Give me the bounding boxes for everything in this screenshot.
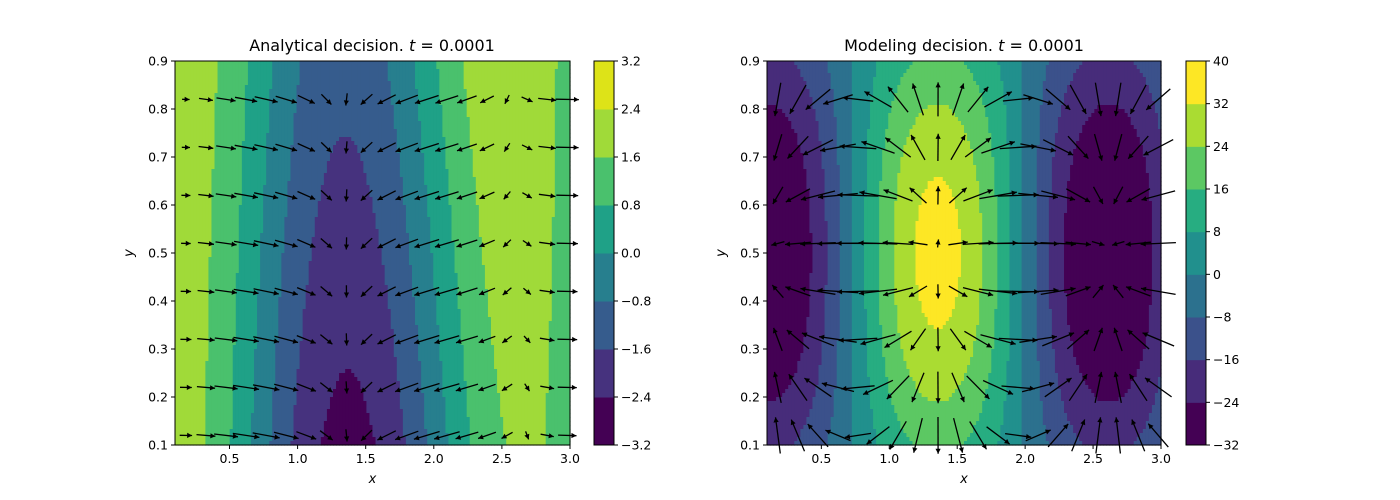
colorbar-segment (594, 157, 614, 206)
y-tick-label: 0.8 (740, 102, 760, 117)
colorbar-segment (594, 349, 614, 398)
colorbar-tick-label: 16 (1213, 182, 1229, 197)
x-tick-label: 2.5 (1083, 451, 1103, 466)
colorbar-tick-label: 2.4 (621, 102, 641, 117)
y-axis-label: y (122, 249, 137, 258)
y-tick-label: 0.7 (740, 150, 760, 165)
colorbar-tick-label: −24 (1213, 395, 1239, 410)
title-prefix: Modeling decision. (844, 36, 998, 55)
colorbar-tick-label: 0.8 (621, 198, 641, 213)
x-tick-label: 3.0 (560, 451, 580, 466)
colorbar-tick-label: 1.6 (621, 150, 641, 165)
colorbar-tick-label: −0.8 (621, 294, 651, 309)
colorbar-tick-label: 24 (1213, 139, 1229, 154)
colorbar-segment (1186, 317, 1206, 360)
y-tick-label: 0.6 (148, 198, 168, 213)
colorbar-tick-label: 0.0 (621, 246, 641, 261)
x-tick-label: 1.5 (947, 451, 967, 466)
y-tick-label: 0.9 (740, 54, 760, 69)
colorbar-tick-label: −1.6 (621, 342, 651, 357)
y-tick-label: 0.3 (740, 342, 760, 357)
colorbar-tick-label: 8 (1213, 224, 1221, 239)
y-tick-label: 0.8 (148, 102, 168, 117)
y-tick-label: 0.1 (740, 438, 760, 453)
x-tick-label: 2.5 (492, 451, 512, 466)
colorbar-tick-label: −16 (1213, 352, 1239, 367)
colorbar-segment (1186, 104, 1206, 147)
colorbar-segment (594, 61, 614, 110)
colorbar-segment (1186, 402, 1206, 445)
colorbar-segment (1186, 189, 1206, 232)
y-tick-label: 0.7 (148, 150, 168, 165)
contour-field (767, 61, 1162, 446)
colorbar-segment (1186, 232, 1206, 275)
y-tick-label: 0.5 (148, 246, 168, 261)
colorbar-segment (1186, 360, 1206, 403)
x-tick-label: 1.0 (288, 451, 308, 466)
x-tick-label: 2.0 (1015, 451, 1035, 466)
chart-title: Modeling decision. t = 0.0001 (844, 36, 1084, 55)
y-tick-label: 0.4 (148, 294, 168, 309)
colorbar-segment (594, 397, 614, 446)
colorbar: −32 −24 −16 −8 0 8 16 24 32 40 (1186, 54, 1239, 453)
y-tick-label: 0.6 (740, 198, 760, 213)
colorbar-segment (1186, 61, 1206, 104)
colorbar-tick-label: −2.4 (621, 390, 651, 405)
colorbar-tick-label: 32 (1213, 96, 1229, 111)
colorbar-tick-label: −3.2 (621, 438, 651, 453)
colorbar-segment (594, 253, 614, 302)
x-axis-label: x (368, 472, 377, 487)
title-prefix: Analytical decision. (249, 36, 409, 55)
chart-panel-2: 0.5 1.0 1.5 2.0 2.5 3.0 0.1 0.2 0.3 0.4 0.5 0.6 0.7 0… (714, 36, 1239, 487)
colorbar: −3.2 −2.4 −1.6 −0.8 0.0 0.8 1.6 2.4 3.2 (594, 54, 651, 453)
colorbar-segment (594, 301, 614, 350)
x-tick-label: 3.0 (1151, 451, 1171, 466)
colorbar-tick-label: 3.2 (621, 54, 641, 69)
colorbar-tick-label: 0 (1213, 267, 1221, 282)
x-tick-label: 0.5 (811, 451, 831, 466)
title-eq: = 0.0001 (1004, 36, 1084, 55)
y-tick-label: 0.2 (148, 390, 168, 405)
colorbar-segment (594, 205, 614, 254)
colorbar-tick-label: −8 (1213, 310, 1231, 325)
colorbar-segment (1186, 146, 1206, 189)
chart-title: Analytical decision. t = 0.0001 (249, 36, 495, 55)
y-tick-label: 0.1 (148, 438, 168, 453)
x-tick-label: 1.0 (879, 451, 899, 466)
x-tick-label: 0.5 (220, 451, 240, 466)
colorbar-segment (594, 109, 614, 158)
y-tick-label: 0.9 (148, 54, 168, 69)
colorbar-tick-label: −32 (1213, 438, 1239, 453)
colorbar-segment (1186, 274, 1206, 317)
y-tick-label: 0.5 (740, 246, 760, 261)
colorbar-tick-label: 40 (1213, 54, 1229, 69)
y-tick-label: 0.3 (148, 342, 168, 357)
y-axis-label: y (714, 249, 729, 258)
x-tick-label: 2.0 (424, 451, 444, 466)
title-eq: = 0.0001 (415, 36, 495, 55)
x-axis-label: x (959, 472, 968, 487)
chart-panel-1: 0.5 1.0 1.5 2.0 2.5 3.0 0.1 0.2 0.3 0.4 0.5 0.6 0.7 0… (122, 36, 651, 487)
y-tick-label: 0.2 (740, 390, 760, 405)
x-tick-label: 1.5 (356, 451, 376, 466)
y-tick-label: 0.4 (740, 294, 760, 309)
